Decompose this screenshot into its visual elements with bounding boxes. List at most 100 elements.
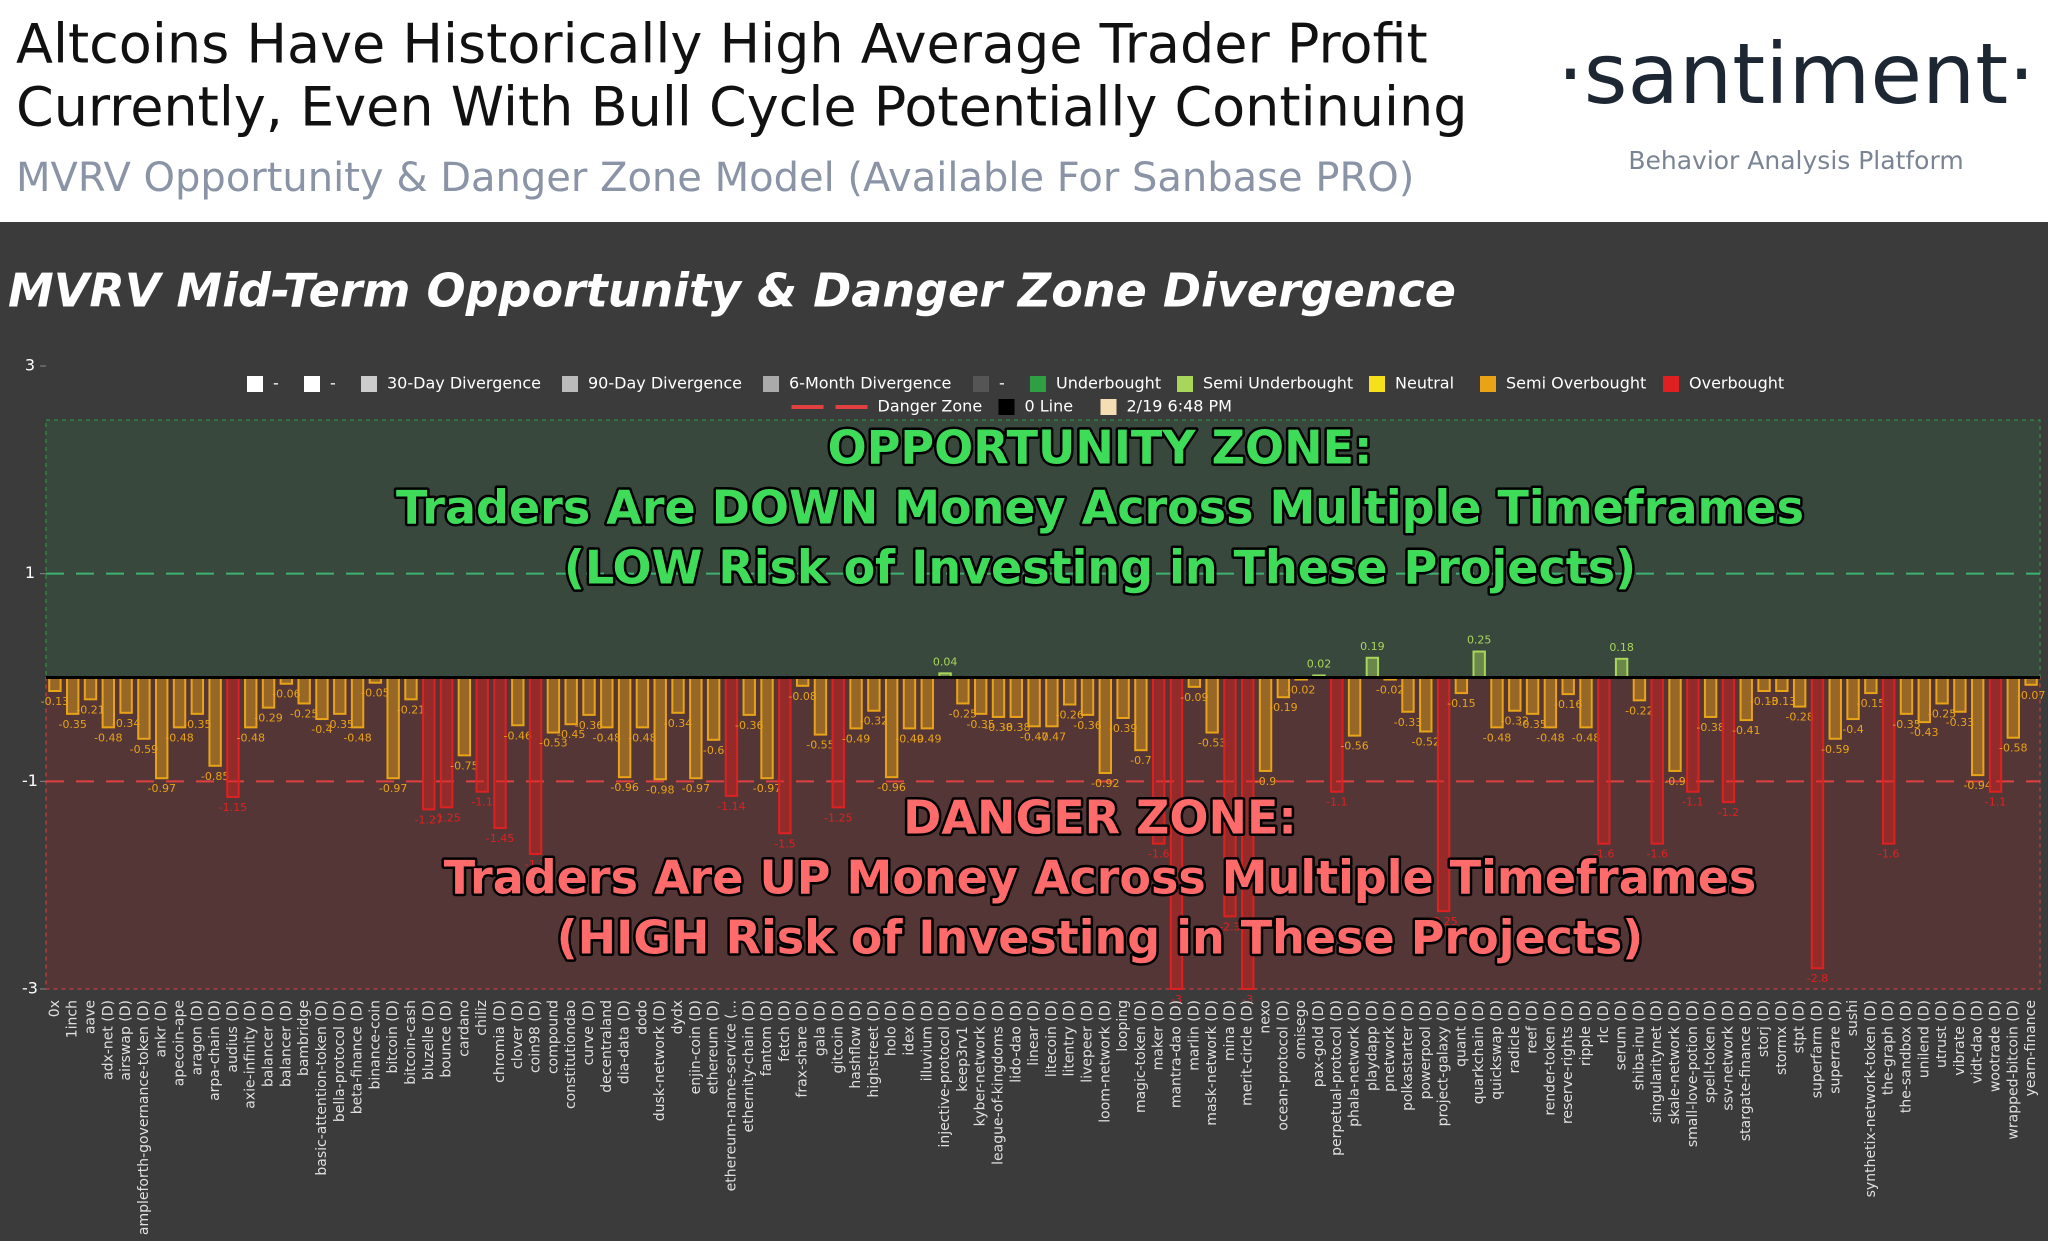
x-tick-label: ampleforth-governance-token (D) [136,1000,152,1235]
data-label: -0.6 [703,744,724,757]
x-tick-label: marlin (D) [1186,1000,1202,1071]
x-tick-label: omisego [1293,1000,1309,1059]
danger-zone [45,677,2041,990]
x-tick-label: synthetix-network-token (D) [1863,1000,1879,1197]
bar [617,676,632,779]
x-tick-label: yearn-finance [2023,1000,2039,1096]
x-tick-label: 0x [47,1000,63,1017]
data-label: -0.4 [1842,723,1863,736]
data-label: -0.13 [1768,695,1796,708]
bar [564,676,578,726]
bar [1579,676,1593,729]
data-label: -1.25 [824,811,852,824]
x-tick-label: dodo [634,1000,650,1035]
data-label: -0.16 [1554,698,1582,711]
x-tick-label: dydx [670,1000,686,1034]
bar [190,676,205,715]
x-tick-label: singularitynet (D) [1649,1000,1665,1123]
x-tick-label: pnetwork (D) [1382,1000,1398,1092]
legend-label: Neutral [1395,374,1454,393]
legend-swatch [973,376,989,392]
bar [511,676,525,727]
data-label: -0.55 [806,739,834,752]
x-tick-label: ankr (D) [154,1000,170,1057]
data-label: -0.29 [254,712,282,725]
bar [724,676,739,797]
bar [600,676,614,729]
bar [706,676,721,741]
bar [315,676,329,721]
x-tick-label: lido-dao (D) [1008,1000,1024,1083]
x-tick-label: reef (D) [1525,1000,1541,1054]
data-label: -0.94 [1963,779,1991,792]
x-tick-label: mantra-dao (D) [1169,1000,1185,1108]
data-label: -0.48 [237,731,265,744]
x-tick-label: hashflow (D) [848,1000,864,1089]
x-tick-label: ripple (D) [1578,1000,1594,1066]
data-label: -0.06 [272,688,300,701]
data-label: -0.59 [1821,743,1849,756]
data-label: -0.02 [1376,684,1404,697]
bar [1686,676,1700,793]
data-label: -0.75 [450,759,478,772]
legend-label: - [999,374,1005,393]
legend-label: Underbought [1056,374,1161,393]
data-label: -0.4 [311,723,332,736]
x-tick-label: polkastarter (D) [1400,1000,1416,1111]
data-label: -0.35 [1892,718,1920,731]
legend-label: - [273,374,279,393]
bar [1116,676,1130,719]
bar [1365,656,1380,679]
bar [83,676,98,701]
legend-swatch [1100,399,1117,415]
legend-swatch [1177,376,1193,392]
x-tick-label: linear (D) [1026,1000,1042,1066]
x-tick-label: sushi [1845,1000,1861,1036]
data-label: -0.9 [1255,775,1276,788]
x-tick-label: ethereum (D) [706,1000,722,1094]
legend-label: 30-Day Divergence [387,374,541,393]
bar [439,676,454,809]
x-tick-label: arpa-chain (D) [207,1000,223,1101]
x-tick-label: quant (D) [1453,1000,1469,1067]
x-tick-label: ethernity-chain (D) [741,1000,757,1133]
x-tick-label: bella-protocol (D) [332,1000,348,1122]
bar [208,676,222,767]
legend-label: Semi Overbought [1506,374,1646,393]
x-tick-label: mina (D) [1222,1000,1238,1061]
data-label: -0.92 [1091,777,1119,790]
bar [1650,676,1664,845]
data-label: -0.32 [860,715,888,728]
bar [902,676,917,730]
legend-swatch [1480,376,1496,392]
x-tick-label: fantom (D) [759,1000,775,1076]
bar [671,676,685,714]
bar [1953,676,1967,713]
bar [350,676,365,729]
bar [1899,676,1914,715]
x-tick-label: curve (D) [581,1000,597,1065]
bar [813,676,828,736]
legend-label: 2/19 6:48 PM [1127,397,1232,416]
data-label: -0.97 [682,782,710,795]
x-tick-label: 1inch [65,1000,81,1038]
data-label: -0.96 [877,781,905,794]
data-label: -0.98 [646,783,674,796]
data-label: 0.18 [1609,641,1634,654]
data-label: -0.35 [58,718,86,731]
data-label: -0.25 [290,707,318,720]
x-tick-label: serum (D) [1614,1000,1630,1070]
x-tick-label: render-token (D) [1542,1000,1558,1116]
data-label: 0.02 [1307,657,1332,670]
x-tick-label: shiba-inu (D) [1631,1000,1647,1090]
x-tick-label: merit-circle (D) [1240,1000,1256,1106]
x-tick-label: litentry (D) [1062,1000,1078,1076]
x-tick-label: playdapp (D) [1364,1000,1380,1091]
data-label: 0.25 [1467,634,1492,647]
data-label: -0.7 [1130,754,1151,767]
data-label: -0.36 [575,719,603,732]
data-label: -0.38 [984,721,1012,734]
data-label: -0.97 [379,782,407,795]
x-tick-label: wootrade (D) [1987,1000,2003,1092]
bar [1027,676,1041,728]
